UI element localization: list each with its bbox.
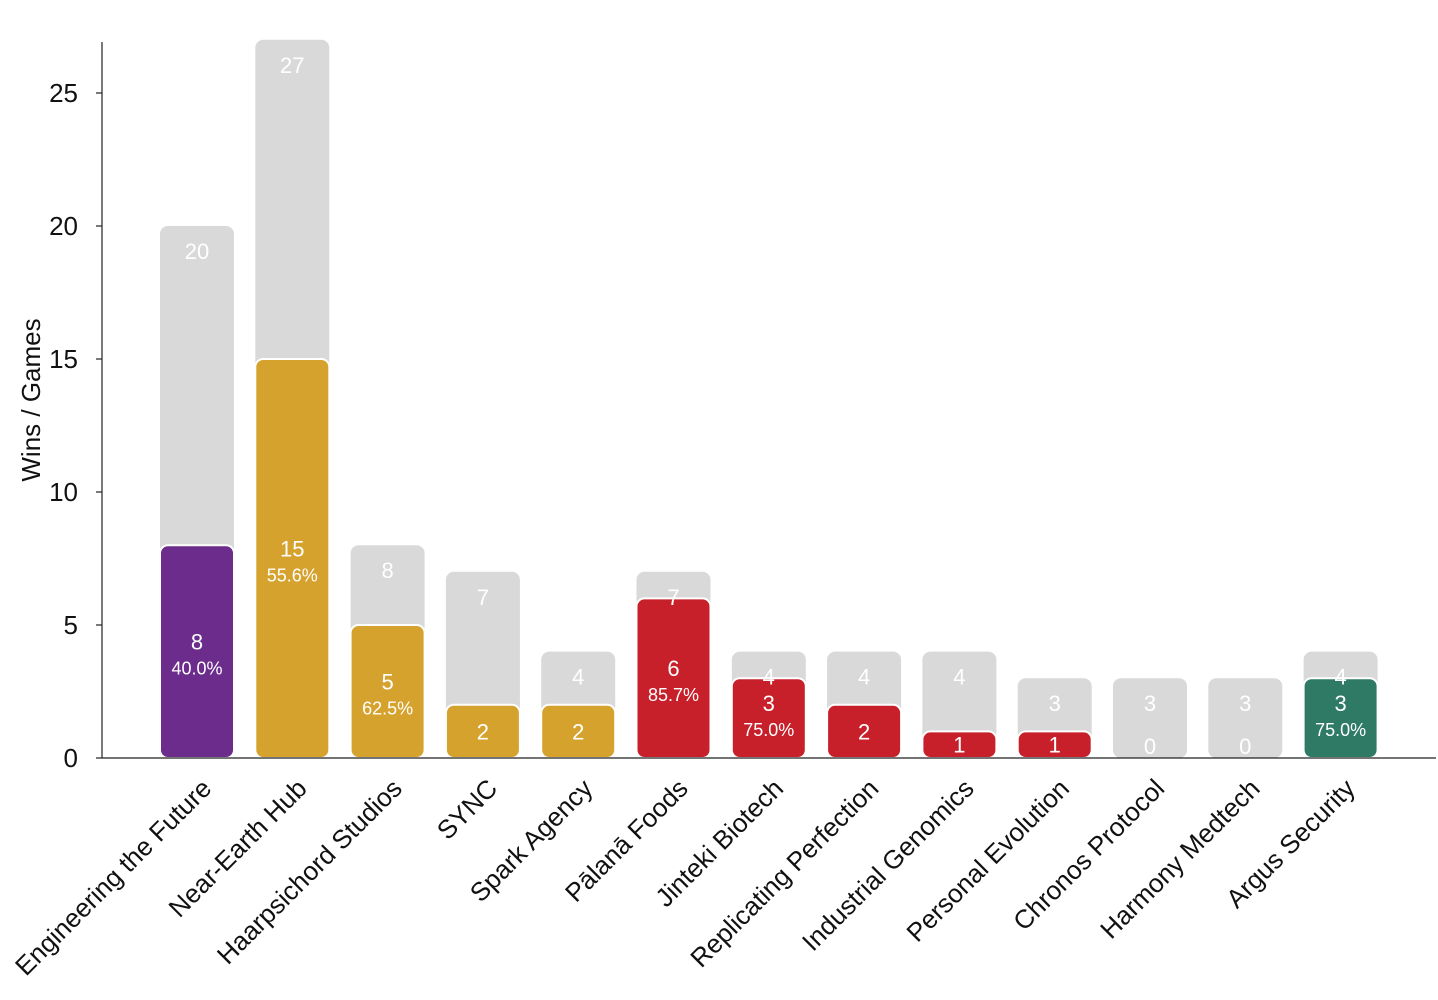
y-tick-label: 10 [49, 477, 78, 507]
games-value-label: 8 [381, 558, 393, 583]
games-value-label: 20 [185, 239, 209, 264]
x-tick-label: SYNC [431, 773, 503, 845]
y-axis: 0 5 10 15 20 25 [49, 42, 103, 773]
games-value-label: 3 [1049, 691, 1061, 716]
wins-bar [1302, 677, 1379, 760]
y-tick-label: 25 [49, 78, 78, 108]
wins-value-label: 15 [280, 537, 304, 562]
wins-value-label: 2 [477, 719, 489, 744]
games-value-label: 27 [280, 53, 304, 78]
wins-value-label: 1 [953, 733, 965, 758]
win-rate-label: 62.5% [362, 699, 413, 719]
games-value-label: 7 [667, 585, 679, 610]
games-bar [1208, 678, 1283, 758]
wins-value-label: 8 [191, 630, 203, 655]
games-value-label: 4 [953, 665, 965, 690]
wins-bar [730, 677, 807, 760]
x-tick-label: Industrial Genomics [796, 773, 980, 957]
y-tick-label: 5 [64, 610, 78, 640]
wins-value-label: 3 [1334, 691, 1346, 716]
x-tick-label: Personal Evolution [900, 773, 1075, 948]
y-tick-label: 0 [64, 743, 78, 773]
x-tick-label: Harmony Medtech [1094, 773, 1265, 944]
win-rate-label: 40.0% [171, 659, 222, 679]
win-rate-label: 75.0% [743, 720, 794, 740]
wins-value-label: 0 [1144, 734, 1156, 759]
games-value-label: 4 [763, 665, 775, 690]
games-value-label: 4 [1334, 665, 1346, 690]
wins-value-label: 5 [381, 670, 393, 695]
y-axis-label: Wins / Games [16, 318, 46, 481]
win-rate-label: 55.6% [267, 566, 318, 586]
games-bar [1113, 678, 1187, 758]
wins-value-label: 2 [572, 719, 584, 744]
games-value-label: 4 [858, 665, 870, 690]
games-value-label: 4 [572, 665, 584, 690]
y-tick-label: 15 [49, 344, 78, 374]
wins-value-label: 2 [858, 719, 870, 744]
wins-value-label: 6 [667, 656, 679, 681]
games-value-label: 7 [477, 585, 489, 610]
y-tick-label: 20 [49, 211, 78, 241]
games-value-label: 3 [1239, 691, 1251, 716]
games-value-label: 3 [1144, 691, 1156, 716]
win-rate-label: 75.0% [1315, 720, 1366, 740]
x-tick-label: Replicating Perfection [684, 773, 884, 973]
wins-value-label: 3 [763, 691, 775, 716]
wins-value-label: 1 [1049, 733, 1061, 758]
wins-value-label: 0 [1239, 734, 1251, 759]
win-rate-label: 85.7% [648, 685, 699, 705]
x-tick-label: Haarpsichord Studios [211, 773, 408, 970]
